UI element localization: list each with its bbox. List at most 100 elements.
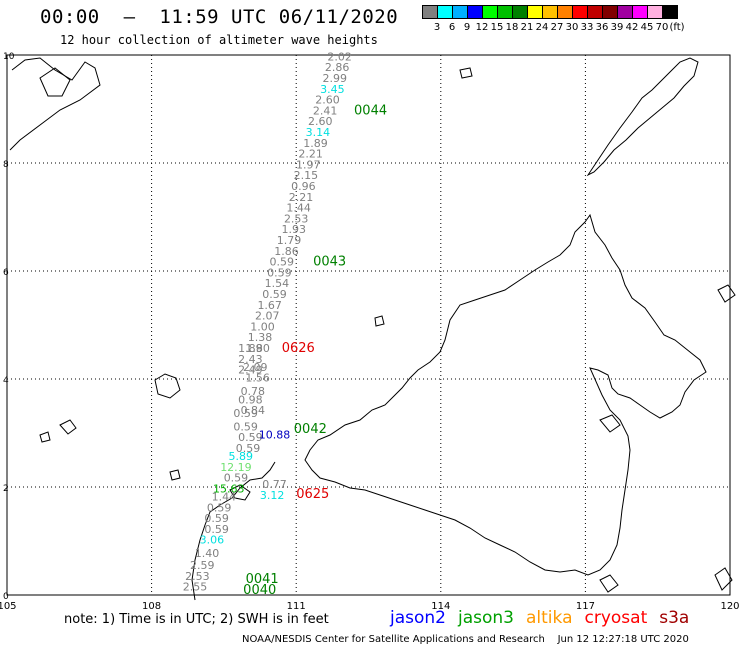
wave-height-reading: 1.79: [277, 234, 302, 247]
wave-height-reading: 1.86: [274, 245, 299, 258]
satellite-legend: jason2 jason3 altika cryosat s3a: [390, 608, 701, 628]
legend-label: 70: [655, 22, 669, 33]
longitude-tick-label: 120: [720, 601, 739, 612]
lat-lon-grid: [7, 55, 730, 595]
legend-label: 18: [505, 22, 519, 33]
wave-height-reading: 2.07: [255, 310, 280, 323]
longitude-tick-label: 117: [576, 601, 595, 612]
legend-label: 12: [475, 22, 489, 33]
wave-height-reading: 2.60: [315, 94, 340, 107]
wave-height-reading: 1.80: [245, 342, 270, 355]
wave-height-reading: 2.41: [313, 104, 338, 117]
wave-height-reading: 2.60: [308, 115, 333, 128]
pass-time-label: 0042: [294, 422, 327, 437]
satellite-legend-item: altika: [526, 608, 573, 628]
wave-height-observations: 2.022.862.993.452.602.412.603.141.892.21…: [183, 50, 352, 593]
wave-height-reading: 0.98: [238, 393, 263, 406]
legend-label: 24: [535, 22, 549, 33]
wave-height-reading: 1.44: [212, 491, 237, 504]
legend-label: 3: [433, 22, 441, 33]
wave-height-reading: 0.59: [224, 472, 249, 485]
wave-height-reading: 0.59: [238, 431, 263, 444]
wave-height-reading: 15.63: [213, 482, 245, 495]
wave-height-reading: 0.59: [204, 523, 229, 536]
wave-height-reading: 2.59: [190, 559, 215, 572]
legend-label: 33: [580, 22, 594, 33]
latitude-tick-label: 2: [3, 484, 9, 494]
legend-label: 30: [565, 22, 579, 33]
latitude-tick-label: 8: [3, 160, 9, 170]
wave-height-reading: 2.02: [327, 50, 352, 63]
legend-label: 45: [640, 22, 654, 33]
wave-height-reading: 3.45: [320, 83, 345, 96]
longitude-tick-label: 105: [0, 601, 17, 612]
wave-height-reading: 1.56: [245, 372, 270, 385]
latitude-tick-label: 10: [3, 52, 15, 62]
wave-height-reading: 0.96: [291, 180, 316, 193]
pass-time-label: 0626: [282, 341, 315, 356]
wave-height-reading: 3.14: [306, 126, 331, 139]
footer-credit: NOAA/NESDIS Center for Satellite Applica…: [242, 634, 689, 645]
wave-height-reading: 0.59: [236, 442, 261, 455]
latitude-tick-label: 6: [3, 268, 9, 278]
wave-height-reading: 1.93: [282, 223, 307, 236]
wave-height-reading: 0.59: [269, 256, 294, 269]
pass-time-label: 0625: [296, 487, 329, 502]
wave-height-reading: 2.86: [325, 61, 350, 74]
pass-time-label: 0041: [246, 572, 279, 587]
wave-height-reading: 2.53: [284, 212, 309, 225]
legend-label: 42: [625, 22, 639, 33]
wave-height-reading: 2.21: [298, 148, 323, 161]
satellite-legend-item: cryosat: [584, 608, 648, 628]
wave-height-reading: 3.06: [200, 534, 225, 547]
wave-height-reading: 5.89: [229, 450, 254, 463]
satellite-legend-item: s3a: [659, 608, 690, 628]
legend-label: 27: [550, 22, 564, 33]
wave-height-reading: 1.38: [248, 331, 273, 344]
wave-height-reading: 2.99: [323, 72, 348, 85]
pass-time-label: 0043: [313, 255, 346, 270]
page-subtitle: 12 hour collection of altimeter wave hei…: [60, 33, 378, 47]
wave-height-reading: 2.43: [238, 353, 263, 366]
color-legend: [422, 5, 678, 19]
wave-height-reading: 3.12: [260, 489, 285, 502]
legend-label: 6: [448, 22, 456, 33]
wave-height-reading: 0.59: [262, 288, 287, 301]
wave-height-reading: 0.77: [262, 478, 287, 491]
legend-label: 21: [520, 22, 534, 33]
longitude-tick-label: 108: [142, 601, 161, 612]
wave-height-reading: 12.19: [220, 461, 252, 474]
wave-height-reading: 0.59: [207, 501, 232, 514]
wave-height-reading: 2.09: [243, 361, 268, 374]
latitude-ticks: 0 2 4 6 8 10: [3, 52, 15, 602]
wave-height-reading: 1.54: [265, 277, 290, 290]
wave-height-reading: 0.59: [204, 512, 229, 525]
page-title: 00:00 – 11:59 UTC 06/11/2020: [40, 6, 399, 28]
pass-time-label: 0040: [243, 583, 276, 598]
wave-height-reading: 1.40: [195, 547, 220, 560]
wave-height-reading: 2.53: [185, 570, 210, 583]
wave-height-reading: 0.59: [267, 266, 292, 279]
wave-height-reading: 2.21: [289, 191, 314, 204]
legend-label: (ft): [669, 22, 685, 33]
legend-label: 9: [463, 22, 471, 33]
satellite-legend-item: jason3: [458, 608, 514, 628]
wave-height-reading: 0.78: [241, 385, 266, 398]
wave-height-reading: 1.89: [303, 137, 328, 150]
latitude-tick-label: 4: [3, 376, 9, 386]
longitude-tick-label: 114: [431, 601, 450, 612]
wave-height-reading: 2.55: [183, 581, 208, 594]
map-frame: [6, 54, 731, 596]
longitude-ticks: 105 108 111 114 117 120: [0, 601, 740, 612]
satellite-legend-item: jason2: [390, 608, 446, 628]
latitude-tick-label: 0: [3, 592, 9, 602]
legend-label: 36: [595, 22, 609, 33]
footer-note: note: 1) Time is in UTC; 2) SWH is in fe…: [64, 612, 329, 627]
longitude-tick-label: 111: [287, 601, 306, 612]
legend-label: 15: [490, 22, 504, 33]
wave-height-reading: 2.49: [238, 364, 263, 377]
wave-height-reading: 1.44: [286, 202, 311, 215]
